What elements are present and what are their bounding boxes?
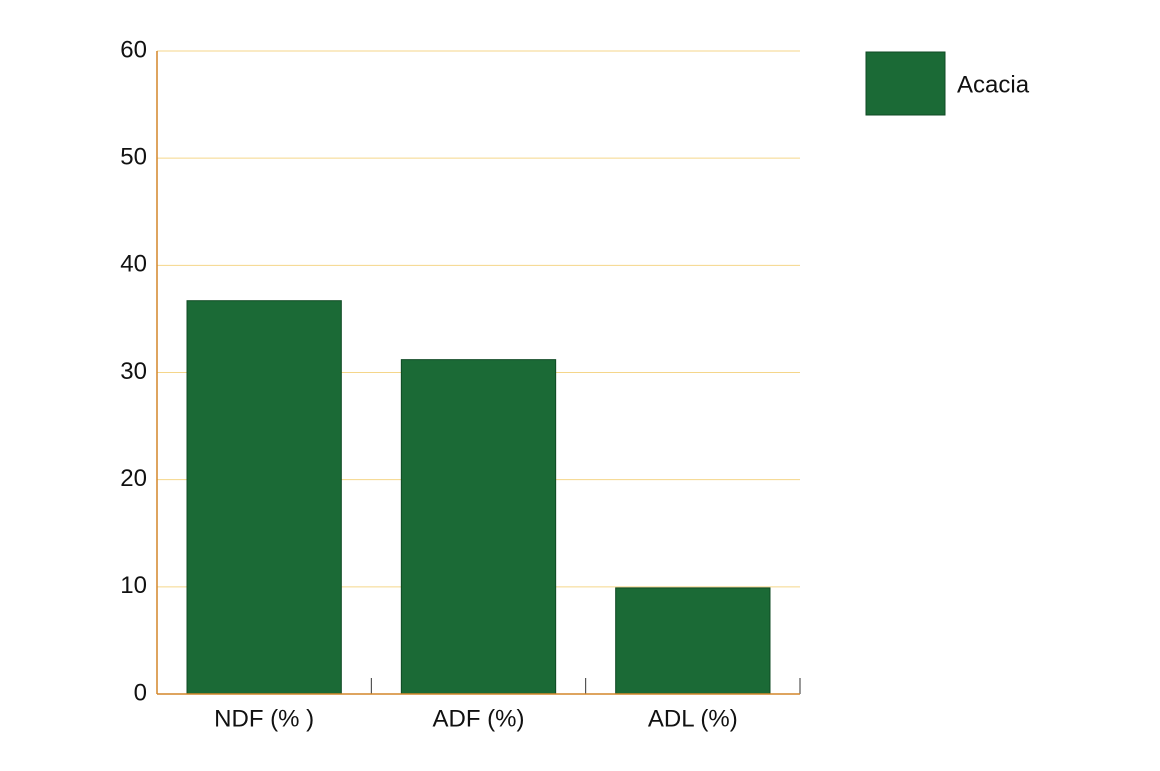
x-tick-label: NDF (% ) (214, 705, 314, 732)
x-tick-label: ADL (%) (648, 705, 738, 732)
bar (615, 587, 771, 695)
bar (186, 300, 342, 695)
y-tick-label: 50 (120, 144, 147, 171)
bar (400, 359, 557, 695)
x-tick-label: ADF (%) (433, 705, 525, 732)
y-tick-label: 0 (134, 679, 147, 706)
y-tick-label: 10 (120, 572, 147, 599)
y-tick-label: 60 (120, 36, 147, 63)
y-tick-label: 30 (120, 358, 147, 385)
y-tick-label: 40 (120, 251, 147, 278)
legend-label: Acacia (957, 71, 1030, 98)
legend-swatch (865, 51, 946, 116)
y-tick-label: 20 (120, 465, 147, 492)
